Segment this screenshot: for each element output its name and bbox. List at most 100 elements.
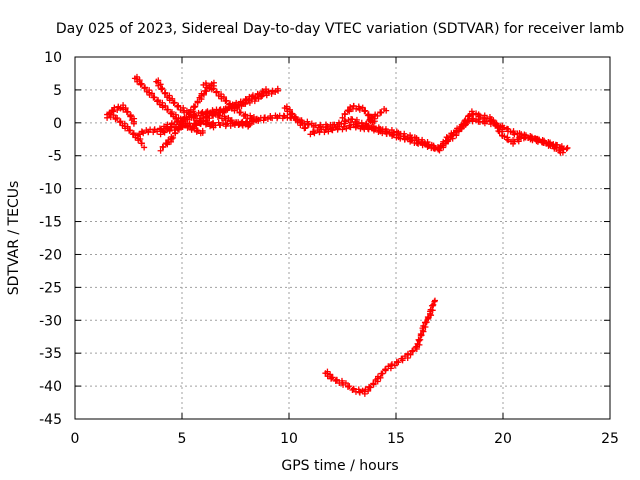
data-point [251, 98, 258, 105]
data-point [343, 125, 350, 132]
data-point [170, 134, 177, 141]
y-tick-label: -20 [39, 247, 62, 263]
data-point [139, 129, 146, 136]
data-series [153, 77, 217, 131]
data-point [428, 302, 435, 309]
data-point [114, 115, 121, 122]
data-point [377, 374, 384, 381]
data-point [362, 107, 369, 114]
y-axis-title: SDTVAR / TECUs [6, 181, 22, 296]
y-tick-label: -25 [39, 280, 62, 296]
data-point [210, 79, 217, 86]
data-point [431, 298, 438, 305]
data-point [345, 107, 352, 114]
data-point [391, 362, 398, 369]
data-point [386, 129, 393, 136]
data-point [353, 123, 360, 130]
data-point [431, 145, 438, 152]
data-point [162, 90, 169, 97]
data-point [233, 99, 240, 106]
data-series [322, 297, 438, 397]
data-point [390, 131, 397, 138]
data-point [360, 124, 367, 131]
data-point [510, 128, 517, 135]
data-point [564, 144, 571, 151]
x-tick-label: 5 [178, 431, 187, 447]
data-point [299, 120, 306, 127]
data-point [559, 149, 566, 156]
y-axis-tick-labels: 10 5 0 -5 -10 -15 -20 -25 -30 -35 -40 -45 [39, 50, 62, 428]
data-point [288, 111, 295, 118]
data-point [370, 380, 377, 387]
data-point [154, 98, 161, 105]
data-point [367, 117, 374, 124]
data-point [159, 85, 166, 92]
y-tick-label: -5 [48, 149, 62, 165]
data-point [130, 120, 137, 127]
data-point [246, 121, 253, 128]
axis-ticks [74, 56, 611, 420]
data-point [151, 94, 158, 101]
data-point [365, 112, 372, 119]
data-point [372, 125, 379, 132]
y-tick-label: 10 [44, 50, 62, 66]
data-point [302, 125, 309, 132]
data-series [307, 108, 566, 156]
data-point [162, 102, 169, 109]
data-point [223, 121, 230, 128]
data-point [161, 129, 168, 136]
data-point [140, 130, 147, 137]
data-point [404, 135, 411, 142]
data-point [175, 103, 182, 110]
data-point [395, 359, 402, 366]
data-point [347, 124, 354, 131]
data-point [183, 114, 190, 121]
data-point [141, 85, 148, 92]
data-point [175, 114, 182, 121]
data-point [164, 140, 171, 147]
data-point [252, 94, 259, 101]
data-point [206, 115, 213, 122]
data-point [167, 123, 174, 130]
data-point [228, 117, 235, 124]
data-point [211, 110, 218, 117]
y-tick-label: -35 [39, 346, 62, 362]
data-point [286, 106, 293, 113]
data-point [210, 124, 217, 131]
x-tick-label: 0 [71, 431, 80, 447]
data-point [292, 115, 299, 122]
data-point [305, 121, 312, 128]
data-series [281, 103, 309, 132]
data-series [104, 109, 148, 151]
plot-frame [74, 56, 611, 420]
data-point [138, 140, 145, 147]
data-point [382, 127, 389, 134]
data-point [220, 94, 227, 101]
data-point [157, 81, 164, 88]
data-point [136, 77, 143, 84]
data-point [219, 109, 226, 116]
data-point [239, 99, 246, 106]
data-point [354, 122, 361, 129]
data-point [430, 301, 437, 308]
data-point [423, 319, 430, 326]
data-point [171, 99, 178, 106]
data-point [325, 128, 332, 135]
data-point [410, 347, 417, 354]
data-point [223, 97, 230, 104]
data-series [131, 73, 206, 137]
data-point [210, 85, 217, 92]
x-tick-label: 20 [494, 431, 512, 447]
data-point [158, 126, 165, 133]
data-point [117, 118, 124, 125]
x-tick-label: 15 [387, 431, 405, 447]
data-point [124, 108, 131, 115]
data-point [328, 126, 335, 133]
data-point [157, 147, 164, 154]
x-axis-title: GPS time / hours [281, 458, 398, 474]
data-point [225, 114, 232, 121]
data-point [332, 377, 339, 384]
data-series [360, 105, 390, 131]
data-point [311, 130, 318, 137]
